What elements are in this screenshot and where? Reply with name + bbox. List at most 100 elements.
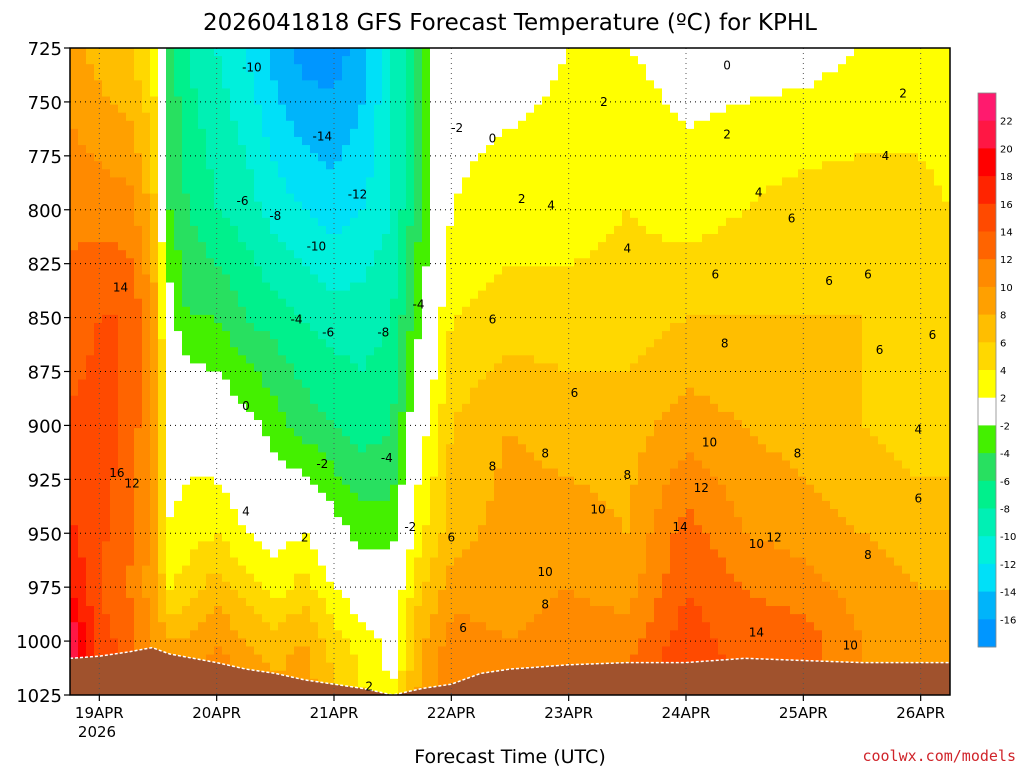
heatmap-cell — [206, 88, 215, 98]
heatmap-cell — [478, 64, 487, 73]
heatmap-cell — [270, 153, 279, 162]
heatmap-cell — [454, 646, 463, 656]
heatmap-cell — [494, 161, 503, 170]
heatmap-cell — [126, 217, 135, 227]
heatmap-cell — [390, 290, 399, 300]
heatmap-cell — [350, 153, 359, 162]
heatmap-cell — [150, 508, 159, 518]
heatmap-cell — [510, 662, 519, 672]
heatmap-cell — [502, 274, 511, 284]
heatmap-cell — [446, 234, 455, 243]
heatmap-cell — [422, 517, 431, 526]
heatmap-cell — [502, 662, 511, 672]
heatmap-cell — [414, 331, 423, 340]
heatmap-cell — [334, 508, 343, 518]
heatmap-cell — [406, 371, 415, 381]
heatmap-cell — [326, 403, 335, 413]
heatmap-cell — [454, 347, 463, 356]
heatmap-cell — [230, 177, 239, 187]
heatmap-cell — [358, 420, 367, 429]
heatmap-cell — [430, 662, 439, 672]
heatmap-cell — [310, 322, 319, 332]
heatmap-cell — [150, 411, 159, 421]
heatmap-cell — [174, 460, 183, 470]
heatmap-cell — [230, 436, 239, 445]
heatmap-cell — [390, 274, 399, 284]
heatmap-cell — [550, 185, 559, 195]
heatmap-cell — [534, 242, 543, 251]
heatmap-cell — [174, 128, 183, 138]
heatmap-cell — [86, 395, 95, 405]
heatmap-cell — [278, 290, 287, 300]
heatmap-cell — [326, 460, 335, 470]
heatmap-cell — [118, 104, 127, 114]
heatmap-cell — [78, 363, 87, 373]
heatmap-cell — [158, 387, 167, 397]
heatmap-cell — [534, 104, 543, 114]
heatmap-cell — [342, 161, 351, 170]
heatmap-cell — [454, 517, 463, 526]
heatmap-cell — [150, 266, 159, 276]
heatmap-cell — [262, 80, 271, 90]
heatmap-cell — [334, 72, 343, 81]
heatmap-cell — [358, 500, 367, 510]
heatmap-cell — [134, 242, 143, 251]
heatmap-cell — [118, 145, 127, 154]
heatmap-cell — [126, 573, 135, 583]
heatmap-cell — [230, 355, 239, 365]
heatmap-cell — [422, 646, 431, 656]
heatmap-cell — [158, 533, 167, 542]
heatmap-cell — [238, 298, 247, 308]
heatmap-cell — [526, 662, 535, 672]
heatmap-cell — [558, 573, 567, 583]
heatmap-cell — [206, 436, 215, 445]
heatmap-cell — [382, 420, 391, 429]
heatmap-cell — [350, 306, 359, 316]
heatmap-cell — [454, 533, 463, 542]
heatmap-cell — [294, 322, 303, 332]
heatmap-cell — [550, 64, 559, 73]
heatmap-cell — [94, 298, 103, 308]
heatmap-cell — [430, 274, 439, 284]
heatmap-cell — [246, 597, 255, 607]
heatmap-cell — [350, 638, 359, 648]
heatmap-cell — [214, 420, 223, 429]
heatmap-cell — [294, 250, 303, 259]
heatmap-cell — [334, 420, 343, 429]
heatmap-cell — [230, 379, 239, 389]
heatmap-cell — [374, 646, 383, 656]
heatmap-cell — [166, 476, 175, 486]
heatmap-cell — [430, 88, 439, 98]
heatmap-cell — [446, 662, 455, 672]
heatmap-cell — [94, 492, 103, 502]
heatmap-cell — [502, 88, 511, 98]
heatmap-cell — [342, 444, 351, 453]
heatmap-cell — [534, 420, 543, 429]
heatmap-cell — [222, 322, 231, 332]
heatmap-cell — [518, 387, 527, 397]
heatmap-cell — [486, 104, 495, 114]
heatmap-cell — [334, 88, 343, 98]
heatmap-cell — [182, 274, 191, 284]
heatmap-cell — [446, 80, 455, 90]
heatmap-cell — [446, 185, 455, 195]
heatmap-cell — [518, 201, 527, 211]
heatmap-cell — [558, 420, 567, 429]
heatmap-cell — [70, 258, 79, 267]
heatmap-cell — [334, 355, 343, 365]
heatmap-cell — [262, 622, 271, 631]
heatmap-cell — [518, 331, 527, 340]
heatmap-cell — [310, 201, 319, 211]
heatmap-cell — [102, 282, 111, 292]
heatmap-cell — [158, 565, 167, 575]
heatmap-cell — [166, 517, 175, 526]
heatmap-cell — [526, 145, 535, 154]
heatmap-cell — [150, 128, 159, 138]
heatmap-cell — [166, 589, 175, 599]
heatmap-cell — [110, 290, 119, 300]
heatmap-cell — [86, 363, 95, 373]
heatmap-cell — [118, 630, 127, 639]
heatmap-cell — [454, 565, 463, 575]
heatmap-cell — [566, 128, 575, 138]
heatmap-cell — [214, 581, 223, 591]
